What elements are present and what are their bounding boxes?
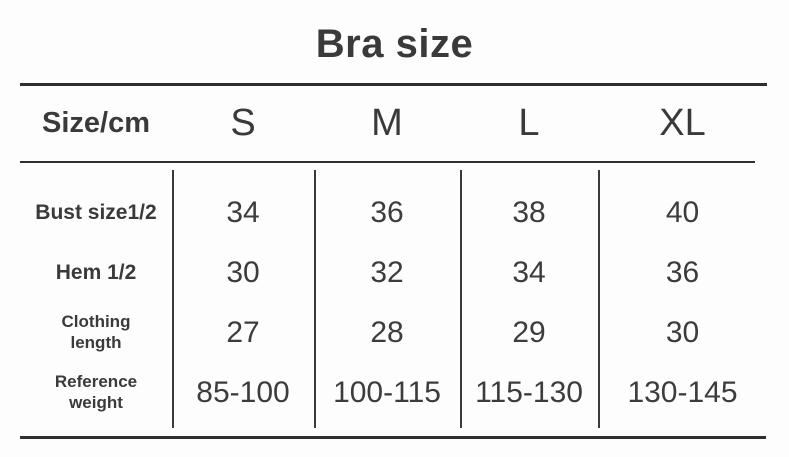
table-header-divider [20, 161, 755, 163]
cell-value: 30 [665, 316, 700, 349]
column-divider [460, 170, 462, 428]
cell-value: 32 [370, 256, 404, 289]
cell-value: 40 [665, 196, 700, 229]
cell-value: 30 [226, 256, 260, 289]
column-header-xl: XL [659, 102, 706, 144]
cell-value: 36 [665, 256, 700, 289]
table-top-border [20, 83, 767, 86]
row-label: Bust size1/2 [35, 201, 157, 224]
cell-value: 34 [226, 196, 260, 229]
column-header-m: M [371, 102, 403, 144]
row-label: Reference weight [54, 372, 138, 412]
corner-header-size-cm: Size/cm [42, 107, 150, 139]
table-row-reference-weight: Reference weight 85-100 100-115 115-130 … [20, 363, 767, 423]
table-header-row: Size/cm S M L XL [20, 86, 767, 161]
table-row-clothing-length: Clothing length 27 28 29 30 [20, 303, 767, 363]
cell-value: 38 [512, 196, 546, 229]
table-row-hem: Hem 1/2 30 32 34 36 [20, 243, 767, 303]
column-divider [172, 170, 174, 428]
row-label: Hem 1/2 [55, 261, 137, 284]
cell-value: 29 [512, 316, 546, 349]
table-body: Bust size1/2 34 36 38 40 Hem 1/2 30 32 3… [20, 183, 767, 423]
row-label: Clothing length [61, 312, 131, 352]
cell-value: 85-100 [196, 376, 290, 409]
column-divider [598, 170, 600, 428]
cell-value: 27 [226, 316, 260, 349]
cell-value: 36 [370, 196, 404, 229]
column-divider [314, 170, 316, 428]
cell-value: 100-115 [333, 376, 441, 409]
cell-value: 130-145 [627, 376, 738, 409]
column-header-l: L [518, 102, 540, 144]
table-bottom-border [20, 436, 766, 439]
page-title: Bra size [315, 22, 474, 66]
table-row-bust-size: Bust size1/2 34 36 38 40 [20, 183, 767, 243]
cell-value: 28 [370, 316, 404, 349]
cell-value: 115-130 [475, 376, 583, 409]
column-header-s: S [230, 102, 256, 144]
cell-value: 34 [512, 256, 546, 289]
